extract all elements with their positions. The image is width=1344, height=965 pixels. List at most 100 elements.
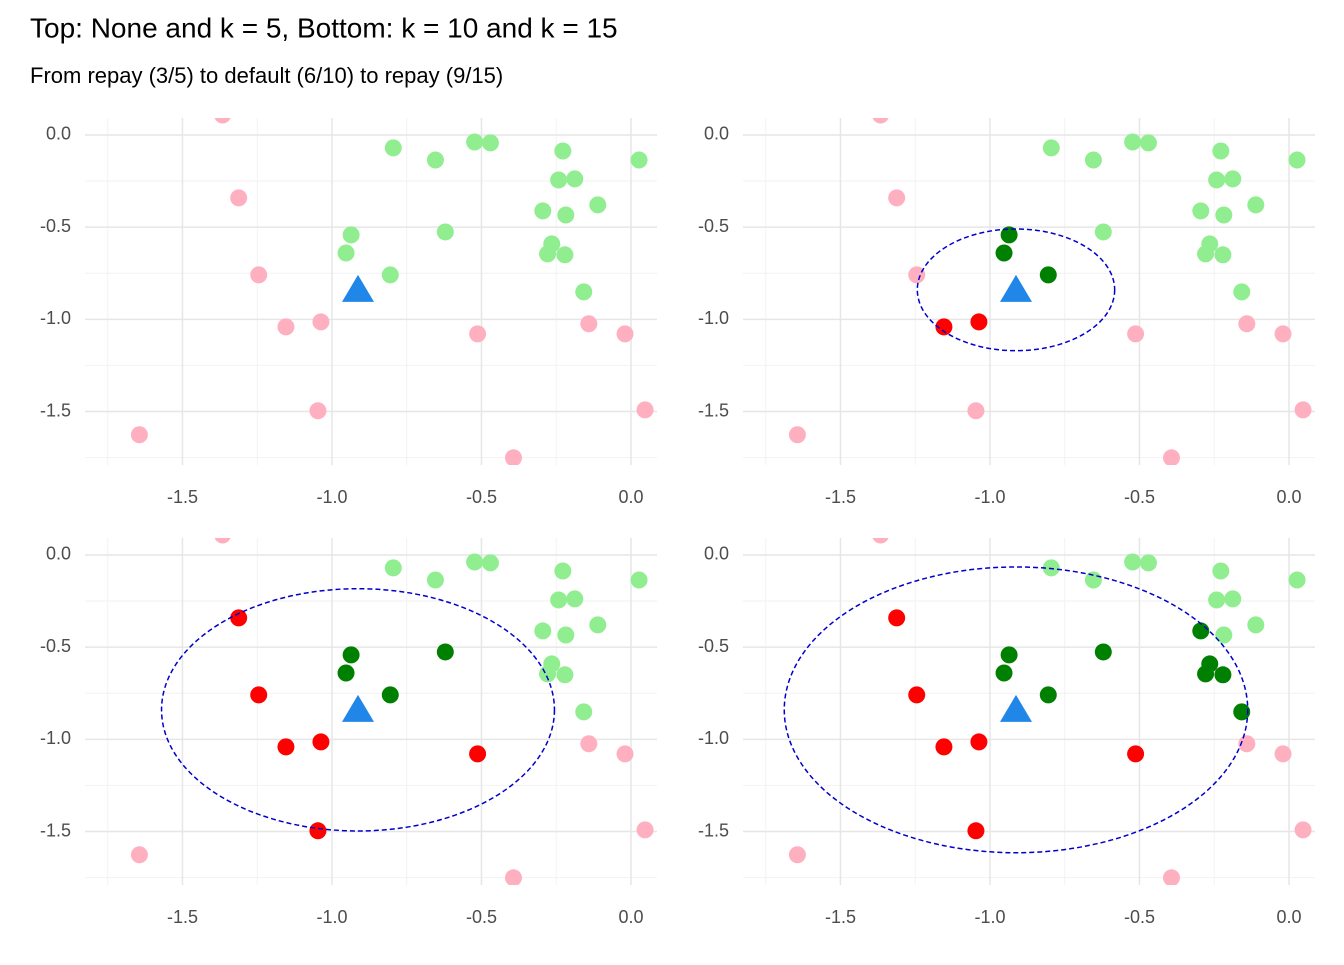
point [337, 664, 355, 682]
point [550, 591, 568, 609]
point [970, 733, 988, 751]
x-tick-label: 0.0 [1276, 907, 1301, 927]
point [1000, 646, 1018, 664]
x-tick-label: -0.5 [466, 907, 497, 927]
point [1042, 139, 1060, 157]
point [636, 821, 654, 839]
point [636, 401, 654, 419]
point [1247, 196, 1265, 214]
panel: -1.5 -1.0 -0.5 0.0 0.0 -0.5 -1.0 -1.5 [40, 118, 657, 507]
point [935, 318, 953, 336]
point [788, 426, 806, 444]
point [1192, 622, 1210, 640]
neighbor-circle [160, 587, 556, 832]
point [550, 171, 568, 189]
point [337, 244, 355, 262]
query-point [999, 694, 1032, 722]
point [995, 664, 1013, 682]
point [1197, 665, 1215, 683]
point [1247, 616, 1265, 634]
point [386, 891, 403, 908]
y-tick-label: 0.0 [46, 544, 71, 564]
point [1094, 223, 1112, 241]
point [556, 666, 574, 684]
point [630, 151, 648, 169]
point [436, 643, 454, 661]
point [1288, 571, 1306, 589]
points [783, 538, 1312, 908]
point [466, 553, 484, 571]
point [1044, 891, 1061, 908]
x-tick-label: -0.5 [466, 487, 497, 507]
point [277, 318, 295, 336]
point [1238, 735, 1256, 753]
point [1084, 571, 1102, 589]
point [466, 133, 484, 151]
x-tick-label: -0.5 [1124, 487, 1155, 507]
y-tick-label: 0.0 [704, 544, 729, 564]
x-tick-label: -1.0 [316, 487, 347, 507]
point [1124, 133, 1142, 151]
point [534, 622, 552, 640]
x-tick-label: -1.5 [825, 907, 856, 927]
x-tick-label: -1.0 [974, 487, 1005, 507]
point [616, 745, 634, 763]
point [1208, 591, 1226, 609]
point [504, 869, 522, 885]
point [1212, 562, 1230, 580]
point [1208, 171, 1226, 189]
point [1212, 142, 1230, 160]
x-tick-label: 0.0 [1276, 487, 1301, 507]
query-point [341, 274, 374, 302]
point [1039, 686, 1057, 704]
point [872, 118, 889, 124]
point [312, 733, 330, 751]
point [566, 170, 584, 188]
point [580, 735, 598, 753]
x-tick-label: -1.0 [316, 907, 347, 927]
point [1214, 246, 1232, 264]
point [214, 538, 231, 544]
point [1238, 315, 1256, 333]
point [481, 134, 499, 152]
point [967, 822, 985, 840]
point [214, 118, 231, 124]
points [130, 118, 654, 465]
point [967, 402, 985, 420]
point [554, 142, 572, 160]
y-tick-label: -1.0 [698, 308, 729, 328]
y-tick-label: -1.5 [40, 400, 71, 420]
point [309, 822, 327, 840]
point [1274, 325, 1292, 343]
point [995, 244, 1013, 262]
points [788, 118, 1312, 465]
point [534, 202, 552, 220]
y-tick-label: -1.0 [40, 728, 71, 748]
x-tick-label: 0.0 [618, 487, 643, 507]
y-tick-label: -1.0 [40, 308, 71, 328]
point [554, 562, 572, 580]
query-point [999, 274, 1032, 302]
point [1197, 245, 1215, 263]
point [1288, 151, 1306, 169]
point [557, 626, 575, 644]
point [1192, 202, 1210, 220]
point [504, 449, 522, 465]
point [312, 313, 330, 331]
point [589, 616, 607, 634]
query-point [341, 694, 374, 722]
point [872, 538, 889, 544]
point [1094, 643, 1112, 661]
point [250, 266, 268, 284]
panel: -1.5 -1.0 -0.5 0.0 0.0 -0.5 -1.0 -1.5 [40, 538, 657, 927]
point [1139, 134, 1157, 152]
point [1162, 869, 1180, 885]
point [436, 223, 454, 241]
x-tick-label: -1.5 [167, 907, 198, 927]
x-tick-label: -1.5 [825, 487, 856, 507]
point [557, 206, 575, 224]
point [481, 554, 499, 572]
y-tick-label: -1.5 [40, 820, 71, 840]
point [381, 686, 399, 704]
